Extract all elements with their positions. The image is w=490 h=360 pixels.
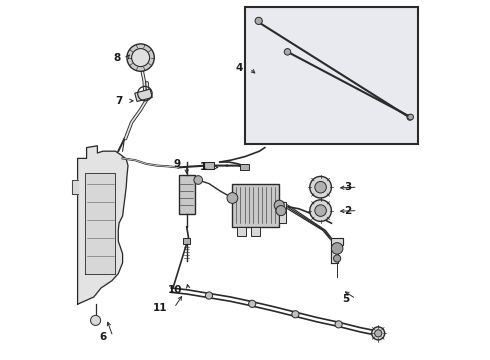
Circle shape (194, 176, 202, 184)
Circle shape (315, 205, 326, 216)
Text: 6: 6 (99, 332, 106, 342)
Circle shape (408, 114, 414, 120)
Circle shape (334, 255, 341, 262)
Text: 5: 5 (342, 294, 349, 304)
Circle shape (276, 206, 286, 216)
Text: 4: 4 (236, 63, 243, 73)
Bar (183, 238, 190, 244)
Circle shape (335, 321, 342, 328)
Circle shape (255, 17, 262, 24)
Circle shape (374, 330, 382, 337)
Polygon shape (72, 180, 77, 194)
Circle shape (310, 176, 331, 198)
Circle shape (310, 200, 331, 221)
Text: 1: 1 (200, 162, 207, 172)
Circle shape (315, 181, 326, 193)
Circle shape (274, 200, 284, 210)
Text: 8: 8 (114, 53, 121, 63)
Text: 10: 10 (168, 285, 182, 295)
Circle shape (248, 300, 256, 307)
Polygon shape (77, 146, 128, 304)
Bar (204, 162, 215, 169)
Circle shape (372, 327, 385, 340)
Polygon shape (331, 238, 343, 263)
Circle shape (205, 292, 213, 299)
Text: 11: 11 (153, 303, 168, 313)
Circle shape (227, 193, 238, 203)
Bar (179, 175, 195, 214)
Circle shape (331, 243, 343, 254)
Text: 7: 7 (115, 96, 122, 106)
Polygon shape (85, 173, 116, 274)
Bar (245, 7, 418, 144)
Bar (240, 164, 248, 170)
Bar (251, 227, 260, 236)
Polygon shape (279, 202, 286, 223)
Circle shape (284, 49, 291, 55)
Bar (135, 89, 152, 102)
Text: 3: 3 (344, 182, 351, 192)
Text: 9: 9 (173, 159, 180, 169)
Text: 2: 2 (344, 206, 351, 216)
Circle shape (91, 315, 100, 325)
Circle shape (127, 44, 154, 71)
Circle shape (132, 49, 149, 67)
Circle shape (374, 330, 382, 337)
Bar (237, 227, 245, 236)
Circle shape (292, 311, 299, 318)
Circle shape (407, 114, 413, 120)
Bar (232, 184, 279, 227)
